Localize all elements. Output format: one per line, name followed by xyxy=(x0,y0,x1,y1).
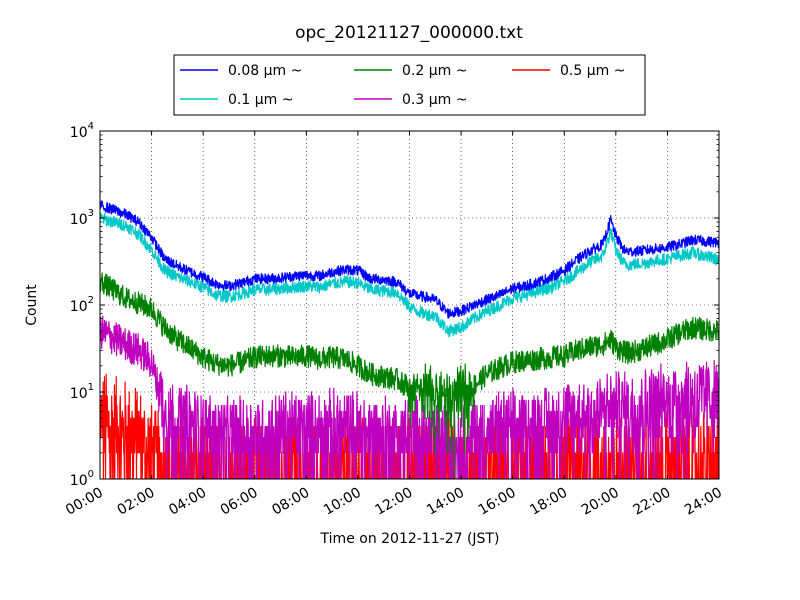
legend-label-1: 0.1 μm ~ xyxy=(228,92,293,108)
y-tick-label: 104 xyxy=(70,121,94,141)
axis-ticks xyxy=(99,130,720,480)
y-tick-label: 102 xyxy=(70,295,94,315)
y-tick-label: 103 xyxy=(70,208,94,228)
y-tick-label: 100 xyxy=(70,469,94,489)
series-layer xyxy=(100,200,719,479)
legend-box xyxy=(173,54,646,116)
legend-label-2: 0.2 μm ~ xyxy=(402,63,467,79)
legend-label-0: 0.08 μm ~ xyxy=(228,63,302,79)
y-axis-label: Count xyxy=(24,284,40,326)
legend: 0.08 μm ~ 0.1 μm ~ 0.2 μm ~ 0.3 μm ~ 0.5 μm … xyxy=(173,54,646,116)
y-tick-labels: 100 101 102 103 104 xyxy=(70,121,94,489)
x-axis-label: Time on 2012-11-27 (JST) xyxy=(320,531,500,547)
series-line-1 xyxy=(100,212,719,338)
series-line-0 xyxy=(100,200,719,319)
series-line-2 xyxy=(100,272,719,479)
series-line-3 xyxy=(100,315,719,479)
y-tick-label: 101 xyxy=(70,382,94,402)
chart-title: opc_20121127_000000.txt xyxy=(295,23,523,43)
legend-label-3: 0.3 μm ~ xyxy=(402,92,467,108)
legend-label-4: 0.5 μm ~ xyxy=(560,63,625,79)
